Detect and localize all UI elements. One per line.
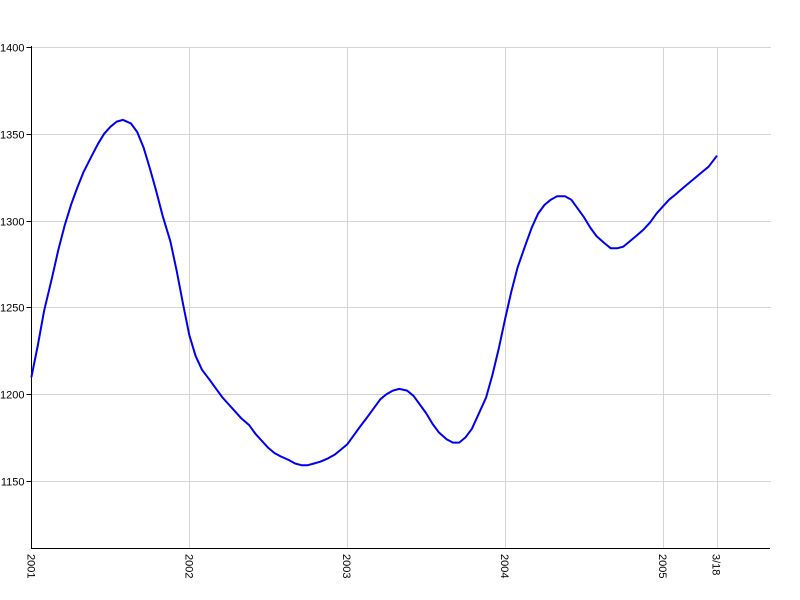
x-tick-label: 2004 — [498, 554, 510, 578]
x-tick-label: 2002 — [182, 554, 194, 578]
x-tick-label: 2003 — [340, 554, 352, 578]
x-tick-label: 3/18 — [710, 554, 722, 575]
x-tick-label: 2001 — [25, 554, 37, 578]
y-tick-label: 1300 — [0, 217, 24, 229]
y-tick-label: 1350 — [0, 130, 24, 142]
y-tick-label: 1250 — [0, 303, 24, 315]
y-tick-label: 1200 — [0, 390, 24, 402]
x-tick-label: 2005 — [656, 554, 668, 578]
y-tick-label: 1150 — [1, 477, 25, 489]
y-tick-label: 1400 — [0, 43, 24, 55]
series-line — [30, 118, 718, 467]
